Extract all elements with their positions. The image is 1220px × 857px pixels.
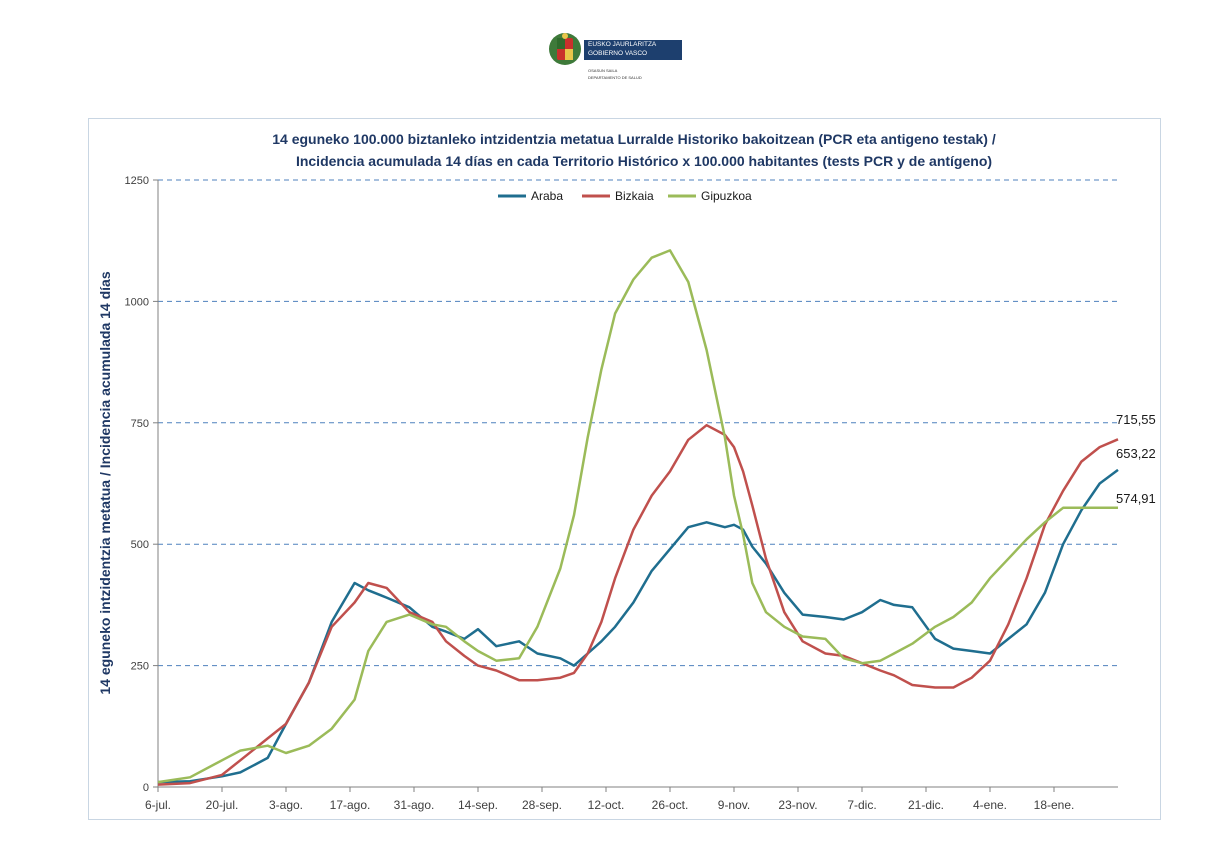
x-tick-label: 7-dic. (847, 798, 876, 812)
x-tick-label: 4-ene. (973, 798, 1007, 812)
x-tick-label: 14-sep. (458, 798, 498, 812)
x-tick-label: 18-ene. (1034, 798, 1075, 812)
logo-department-es: DEPARTAMENTO DE SALUD (588, 75, 642, 80)
y-tick-label: 250 (131, 661, 149, 673)
chart-title: 14 eguneko 100.000 biztanleko intzidentz… (272, 131, 996, 147)
legend-label-bizkaia: Bizkaia (615, 189, 654, 203)
chart-frame (88, 118, 1161, 820)
chart-subtitle: Incidencia acumulada 14 días en cada Ter… (296, 153, 992, 169)
y-tick-label: 0 (143, 782, 149, 794)
end-value-label: 715,55 (1116, 412, 1156, 427)
x-tick-label: 17-ago. (330, 798, 371, 812)
x-tick-label: 9-nov. (718, 798, 750, 812)
y-axis-label: 14 eguneko intzidentzia metatua / Incide… (97, 271, 113, 694)
y-tick-label: 1250 (125, 175, 149, 187)
x-tick-label: 28-sep. (522, 798, 562, 812)
series-line-araba (157, 468, 1119, 784)
y-tick-label: 500 (131, 539, 149, 551)
series-line-gipuzkoa (157, 249, 1118, 784)
axes: 0 250 500 750 1000 1250 6-jul. 20-jul. 3-ago. 17-… (125, 175, 1118, 812)
x-tick-label: 23-nov. (778, 798, 817, 812)
x-tick-label: 6-jul. (145, 798, 171, 812)
end-value-label: 653,22 (1116, 446, 1156, 461)
series-lines (157, 249, 1119, 786)
grid-lines (158, 179, 1118, 667)
government-logo: EUSKO JAURLARITZA GOBIERNO VASCO OSASUN … (548, 30, 688, 82)
x-tick-label: 31-ago. (394, 798, 435, 812)
logo-line-1: EUSKO JAURLARITZA (588, 41, 657, 48)
legend: Araba Bizkaia Gipuzkoa (498, 189, 752, 203)
legend-label-gipuzkoa: Gipuzkoa (701, 189, 752, 203)
logo-line-2: GOBIERNO VASCO (588, 50, 648, 57)
y-tick-label: 1000 (125, 296, 149, 308)
series-line-bizkaia (157, 423, 1119, 786)
end-value-labels: 715,55 653,22 574,91 (1116, 412, 1156, 506)
x-tick-label: 21-dic. (908, 798, 944, 812)
x-tick-label: 3-ago. (269, 798, 303, 812)
end-value-label: 574,91 (1116, 491, 1156, 506)
legend-label-araba: Araba (531, 189, 563, 203)
logo-department-eu: OSASUN SAILA (588, 68, 618, 73)
x-tick-label: 12-oct. (588, 798, 625, 812)
coat-of-arms-icon (549, 33, 581, 65)
x-tick-label: 26-oct. (652, 798, 689, 812)
logo-banner: EUSKO JAURLARITZA GOBIERNO VASCO (584, 40, 682, 60)
x-tick-label: 20-jul. (206, 798, 239, 812)
y-tick-label: 750 (131, 418, 149, 430)
